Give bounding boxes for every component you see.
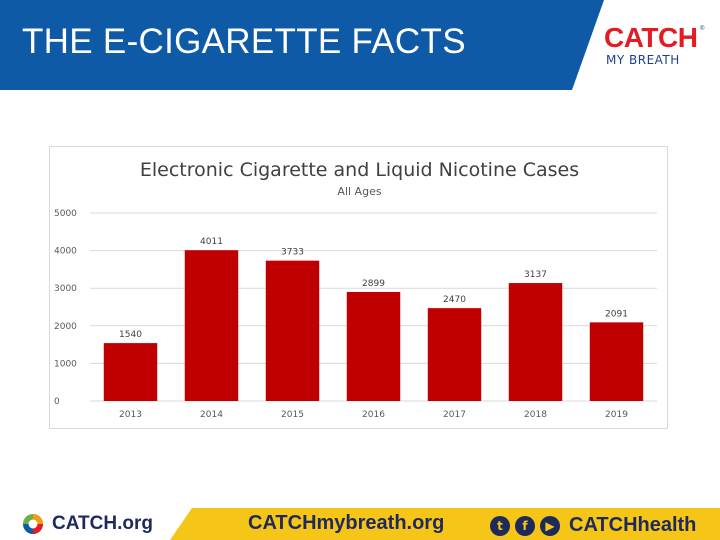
footer-yellow-band: [170, 508, 720, 540]
bar-2014: [184, 250, 239, 401]
x-tick-label-2017: 2017: [443, 410, 466, 420]
social-handle: CATCHhealth: [569, 514, 697, 536]
footer: CATCH.org CATCHmybreath.org t f ▶ CATCHh…: [0, 508, 720, 540]
logo-main-text: CATCH: [604, 22, 698, 53]
footer-yellow-shape: [170, 508, 720, 540]
page-title: THE E-CIGARETTE FACTS: [22, 22, 466, 61]
data-label-2013: 1540: [119, 330, 142, 340]
data-label-2016: 2899: [362, 279, 385, 289]
logo-registered-mark: ®: [700, 26, 705, 32]
bar-2016: [346, 291, 401, 401]
twitter-icon[interactable]: t: [490, 515, 510, 536]
bar-2018: [508, 283, 563, 401]
header-bar: [0, 0, 604, 90]
y-tick-label-5000: 5000: [54, 209, 77, 219]
chart-title: Electronic Cigarette and Liquid Nicotine…: [139, 159, 580, 181]
bar-2017: [427, 308, 482, 401]
facebook-icon[interactable]: f: [515, 515, 535, 536]
footer-site-link[interactable]: CATCHmybreath.org: [248, 512, 445, 534]
x-tick-label-2016: 2016: [362, 410, 385, 420]
bar-2015: [265, 260, 320, 401]
x-tick-label-2013: 2013: [119, 410, 142, 420]
bar-chart: 0 1000 2000 3000 4000 5000 1540 2013 4011 2014 373…: [54, 209, 657, 420]
data-label-2019: 2091: [605, 309, 628, 319]
footer-org-text: CATCH.org: [52, 513, 153, 534]
catch-my-breath-logo: CATCH ® MY BREATH: [604, 22, 704, 74]
chart-frame: 0 1000 2000 3000 4000 5000 1540 2013 4011 2014 373…: [49, 146, 668, 429]
bar-2013: [103, 343, 158, 401]
social-links: t f ▶ CATCHhealth: [490, 514, 696, 537]
chart-subtitle: All Ages: [337, 185, 382, 198]
y-tick-label-0: 0: [54, 397, 60, 407]
bar-2019: [589, 322, 644, 401]
data-label-2017: 2470: [443, 295, 466, 305]
data-label-2018: 3137: [524, 270, 547, 280]
footer-org-link[interactable]: CATCH.org: [22, 513, 153, 535]
y-tick-label-3000: 3000: [54, 284, 77, 294]
data-label-2014: 4011: [200, 237, 223, 247]
x-tick-label-2018: 2018: [524, 410, 547, 420]
y-tick-label-2000: 2000: [54, 322, 77, 332]
x-tick-label-2015: 2015: [281, 410, 304, 420]
data-label-2015: 3733: [281, 248, 304, 258]
y-tick-label-4000: 4000: [54, 247, 77, 257]
logo-sub-text: MY BREATH: [606, 53, 680, 67]
y-tick-label-1000: 1000: [54, 359, 77, 369]
x-tick-label-2019: 2019: [605, 410, 628, 420]
x-tick-label-2014: 2014: [200, 410, 223, 420]
youtube-icon[interactable]: ▶: [540, 515, 560, 536]
catch-logo-icon: [22, 513, 44, 535]
header-blue-band: [0, 0, 604, 90]
